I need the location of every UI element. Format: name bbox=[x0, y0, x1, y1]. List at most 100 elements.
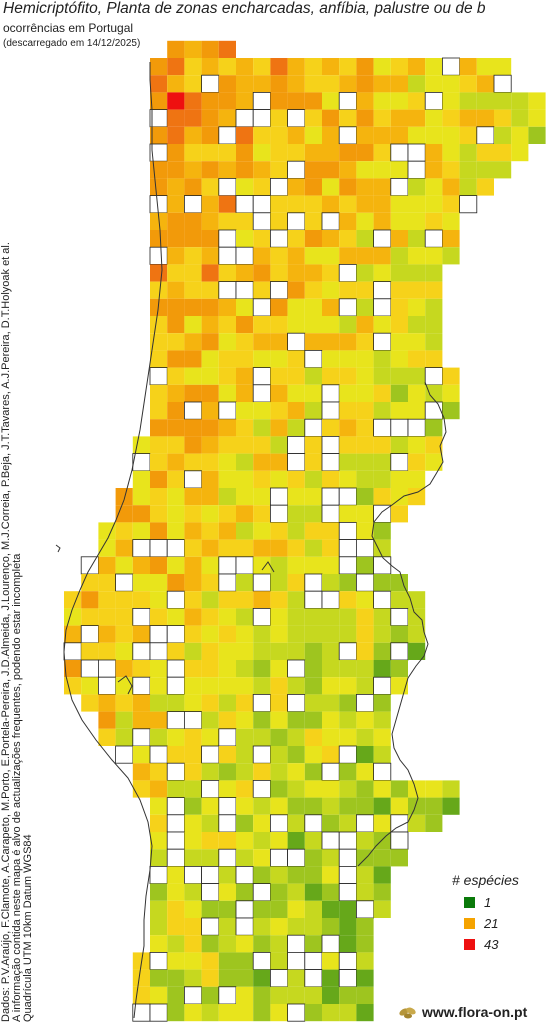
grid-cell bbox=[218, 161, 236, 179]
grid-cell bbox=[236, 849, 254, 867]
grid-cell bbox=[184, 814, 202, 832]
grid-cell bbox=[218, 488, 236, 506]
grid-cell bbox=[373, 316, 391, 334]
flora-on-link[interactable]: www.flora-on.pt bbox=[398, 1004, 527, 1020]
grid-cell bbox=[270, 625, 288, 643]
grid-cell bbox=[304, 161, 322, 179]
grid-cell bbox=[236, 350, 254, 368]
grid-cell bbox=[373, 762, 392, 781]
grid-cell bbox=[236, 75, 254, 93]
grid-cell bbox=[184, 918, 202, 936]
grid-cell bbox=[304, 75, 322, 93]
grid-cell bbox=[476, 58, 494, 76]
grid-cell bbox=[201, 694, 219, 712]
grid-cell bbox=[304, 384, 322, 402]
grid-cell bbox=[184, 40, 202, 58]
grid-cell bbox=[184, 144, 202, 162]
grid-cell bbox=[183, 195, 202, 214]
grid-cell bbox=[390, 58, 408, 76]
grid-cell bbox=[167, 419, 185, 437]
grid-cell bbox=[304, 608, 322, 626]
grid-cell bbox=[235, 281, 254, 300]
grid-cell bbox=[356, 195, 374, 213]
grid-cell bbox=[339, 161, 357, 179]
grid-cell bbox=[184, 488, 202, 506]
grid-cell bbox=[270, 660, 288, 678]
grid-cell bbox=[132, 694, 150, 712]
coast-line bbox=[63, 62, 163, 1019]
grid-cell bbox=[270, 333, 288, 351]
grid-cell bbox=[339, 900, 357, 918]
grid-cell bbox=[459, 58, 477, 76]
grid-cell bbox=[184, 556, 202, 574]
grid-cell bbox=[218, 625, 236, 643]
grid-cell bbox=[269, 969, 288, 988]
grid-cell bbox=[407, 143, 426, 162]
grid-cell bbox=[287, 350, 305, 368]
grid-cell bbox=[287, 866, 305, 884]
grid-cell bbox=[322, 161, 340, 179]
grid-cell bbox=[287, 694, 306, 713]
brand-text[interactable]: www.flora-on.pt bbox=[422, 1004, 528, 1020]
grid-cell bbox=[253, 230, 271, 248]
grid-cell bbox=[304, 212, 322, 230]
grid-cell bbox=[373, 195, 391, 213]
grid-cell bbox=[236, 402, 254, 420]
grid-cell bbox=[322, 883, 340, 901]
grid-cell bbox=[339, 316, 357, 334]
grid-cell bbox=[166, 659, 185, 678]
grid-cell bbox=[201, 574, 219, 592]
grid-cell bbox=[150, 230, 168, 248]
grid-cell bbox=[184, 849, 202, 867]
grid-cell bbox=[201, 178, 219, 196]
grid-cell bbox=[338, 745, 357, 764]
grid-cell bbox=[287, 402, 305, 420]
grid-cell bbox=[287, 160, 306, 179]
grid-cell bbox=[322, 780, 340, 798]
grid-cell bbox=[201, 660, 219, 678]
grid-cell bbox=[270, 316, 288, 334]
grid-cell bbox=[322, 367, 340, 385]
grid-cell bbox=[184, 109, 202, 127]
grid-cell bbox=[236, 728, 254, 746]
grid-cell bbox=[166, 797, 185, 816]
grid-cell bbox=[356, 126, 374, 144]
inlet bbox=[117, 675, 133, 695]
grid-cell bbox=[304, 230, 322, 248]
grid-cell bbox=[408, 195, 426, 213]
grid-cell bbox=[287, 952, 306, 971]
grid-cell bbox=[373, 900, 391, 918]
grid-cell bbox=[390, 402, 408, 420]
grid-cell bbox=[236, 591, 254, 609]
grid-cell bbox=[339, 109, 357, 127]
grid-cell bbox=[270, 126, 288, 144]
grid-cell bbox=[356, 75, 374, 93]
grid-cell bbox=[149, 1003, 168, 1022]
grid-cell bbox=[184, 75, 202, 93]
grid-cell bbox=[236, 797, 254, 815]
grid-cell bbox=[373, 797, 391, 815]
grid-cell bbox=[81, 677, 99, 695]
grid-cell bbox=[373, 92, 391, 110]
grid-cell bbox=[321, 435, 340, 454]
grid-cell bbox=[356, 212, 374, 230]
grid-cell bbox=[115, 522, 133, 540]
grid-cell bbox=[304, 797, 322, 815]
grid-cell bbox=[304, 814, 323, 833]
grid-cell bbox=[115, 591, 133, 609]
grid-cell bbox=[373, 109, 391, 127]
grid-cell bbox=[167, 281, 185, 299]
grid-cell bbox=[253, 522, 271, 540]
grid-cell bbox=[424, 229, 443, 248]
grid-cell bbox=[355, 539, 374, 558]
grid-cell bbox=[98, 711, 116, 729]
grid-cell bbox=[287, 522, 305, 540]
grid-cell bbox=[442, 109, 460, 127]
grid-cell bbox=[270, 797, 288, 815]
grid-cell bbox=[373, 229, 392, 248]
grid-cell bbox=[167, 92, 185, 110]
grid-cell bbox=[373, 746, 391, 764]
grid-cell bbox=[218, 969, 236, 987]
grid-cell bbox=[218, 505, 236, 523]
grid-cell bbox=[132, 728, 151, 747]
